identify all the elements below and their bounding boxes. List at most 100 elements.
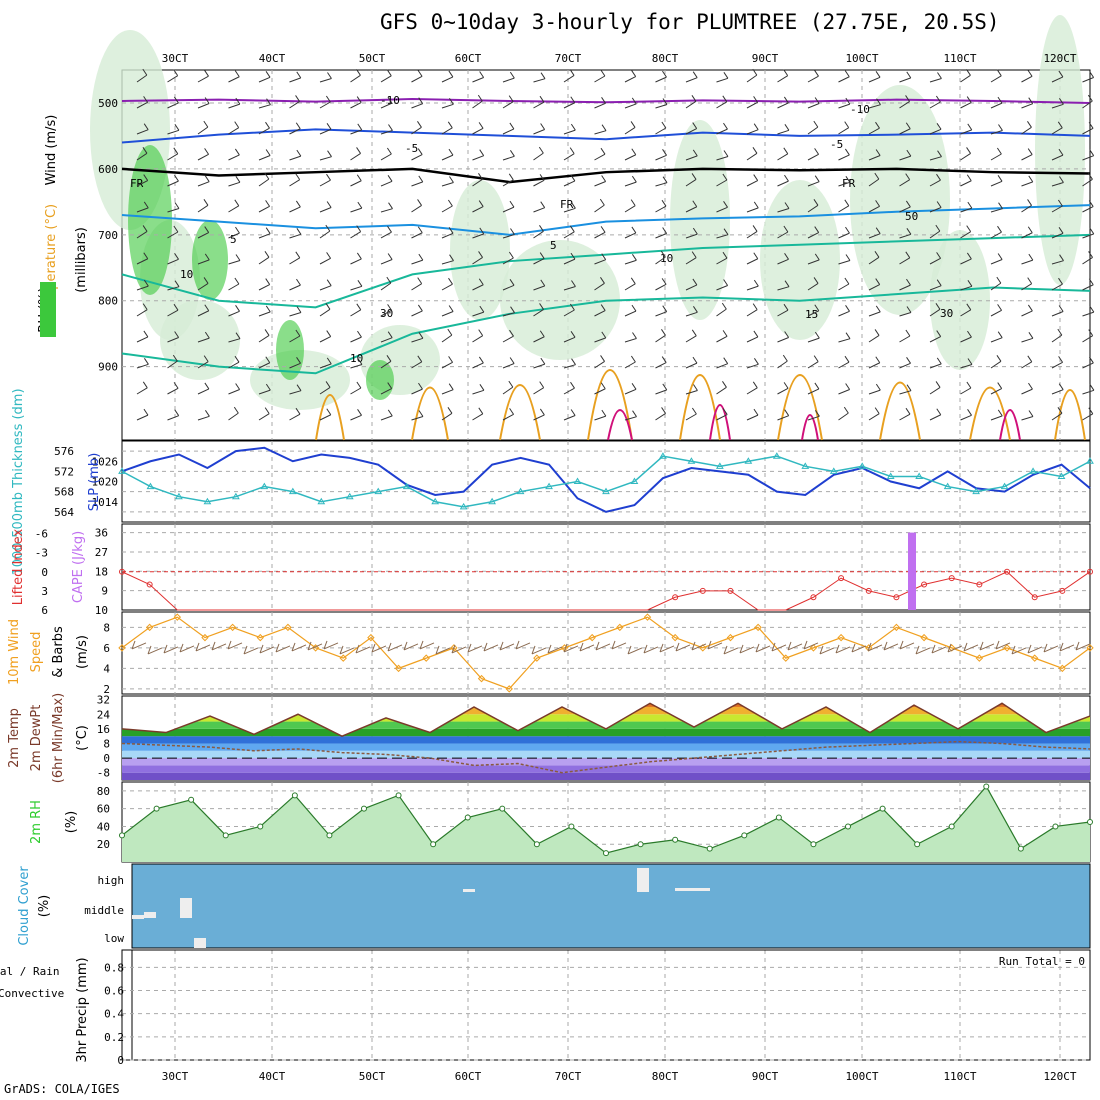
wind-barb xyxy=(472,122,484,135)
wind-barb xyxy=(624,355,636,369)
rh-marker xyxy=(188,796,195,803)
x-tick-label-top: 80CT xyxy=(652,52,679,65)
wind-barb xyxy=(685,149,698,161)
wind-barb xyxy=(289,407,301,421)
wind-barb xyxy=(319,279,332,291)
wind-barb-10m xyxy=(691,641,707,651)
rh-marker xyxy=(119,832,125,839)
y-tick-label-left: 3 xyxy=(41,585,48,598)
wind-barb-10m xyxy=(243,645,259,655)
wind-barb xyxy=(685,278,698,291)
wind-barb xyxy=(960,123,973,135)
wind-barb xyxy=(1082,94,1093,109)
wind-barb xyxy=(350,280,363,291)
wind-barb xyxy=(899,228,912,239)
wind-speed-marker xyxy=(671,633,679,642)
temp-line xyxy=(121,702,1091,737)
wind-barb xyxy=(960,409,972,421)
ylabel-pct: (%) xyxy=(64,811,79,834)
wind-speed-marker xyxy=(533,654,541,662)
wind-barb xyxy=(167,202,180,213)
wind-barb xyxy=(1051,148,1064,161)
wind-barb xyxy=(1021,410,1034,421)
wind-barb xyxy=(380,382,393,395)
wind-barb xyxy=(624,226,637,239)
wind-barb xyxy=(868,71,881,83)
wind-barb-10m xyxy=(563,643,579,653)
wind-speed-marker xyxy=(1086,644,1094,652)
x-tick-label-bottom: 80CT xyxy=(652,1070,679,1083)
rh-marker xyxy=(775,814,782,821)
wind-barb-10m xyxy=(643,644,659,654)
wind-barb xyxy=(1021,121,1032,135)
wind-barb xyxy=(502,122,515,135)
y-tick-label: middle xyxy=(84,904,124,917)
thickness-marker xyxy=(943,482,952,490)
wind-barb xyxy=(838,277,850,291)
y-tick-label: 0.8 xyxy=(104,961,124,974)
wind-barb xyxy=(868,251,880,265)
wind-barb-10m xyxy=(739,644,755,654)
wind-barb xyxy=(319,72,332,83)
wind-barb xyxy=(533,381,545,395)
y-tick-label: 4 xyxy=(103,662,110,675)
wind-barb xyxy=(167,303,179,317)
wind-barb xyxy=(441,356,454,369)
wind-barb xyxy=(655,98,668,109)
wind-barb-10m xyxy=(787,641,803,651)
wind-barb xyxy=(258,278,271,291)
wind-barb xyxy=(136,279,149,291)
y-tick-label: 24 xyxy=(97,708,111,721)
wind-barb xyxy=(1082,407,1094,421)
credit-text: GrADS: COLA/IGES xyxy=(4,1082,120,1096)
wind-barb xyxy=(594,97,606,109)
wind-speed-marker xyxy=(643,613,652,621)
wind-barb xyxy=(472,173,483,187)
wind-barb xyxy=(838,383,851,395)
y-tick-label: high xyxy=(98,874,125,887)
temperature-contour-hot xyxy=(607,409,633,441)
rh-marker xyxy=(603,850,609,857)
wind-speed-marker xyxy=(754,623,762,632)
ylabel-dewpt: 2m DewPt xyxy=(29,705,44,772)
wind-barb xyxy=(533,123,546,135)
wind-barb xyxy=(777,174,789,187)
wind-barb xyxy=(960,96,972,109)
y-tick-label: 0.2 xyxy=(104,1031,124,1044)
rh-marker xyxy=(706,845,713,852)
wind-barb xyxy=(990,276,1002,291)
thickness-marker xyxy=(459,502,468,510)
wind-barb xyxy=(258,407,270,421)
wind-barb xyxy=(136,123,149,135)
wind-barb-10m xyxy=(1011,645,1027,655)
wind-speed-marker xyxy=(284,623,292,632)
wind-barb xyxy=(380,276,392,291)
wind-barb xyxy=(746,96,759,109)
wind-barb xyxy=(716,302,727,317)
wind-barb xyxy=(838,176,851,187)
wind-barb-10m xyxy=(515,640,531,650)
wind-speed-marker xyxy=(477,674,486,683)
wind-barb xyxy=(197,382,210,395)
wind-barb xyxy=(777,253,789,265)
ylabel-wind: Wind (m/s) xyxy=(44,115,59,186)
wind-barb xyxy=(929,408,942,421)
wind-barb xyxy=(350,147,361,161)
wind-barb xyxy=(624,70,637,83)
wind-barb xyxy=(167,280,180,291)
wind-barb xyxy=(228,332,241,343)
rh-marker xyxy=(568,823,575,830)
y-tick-label-right: 10 xyxy=(95,604,108,617)
wind-speed-marker xyxy=(145,623,154,632)
wind-barb xyxy=(899,95,910,109)
wind-barb xyxy=(289,122,301,135)
wind-barb-10m xyxy=(819,645,835,655)
wind-barb xyxy=(960,147,971,161)
ylabel-temp: 2m Temp xyxy=(7,708,22,768)
li-marker xyxy=(865,587,872,594)
rh-marker xyxy=(914,841,921,848)
wind-barb xyxy=(838,226,850,239)
rh-marker xyxy=(1052,823,1059,830)
wind-barb xyxy=(472,94,483,109)
wind-speed-marker xyxy=(367,633,375,642)
